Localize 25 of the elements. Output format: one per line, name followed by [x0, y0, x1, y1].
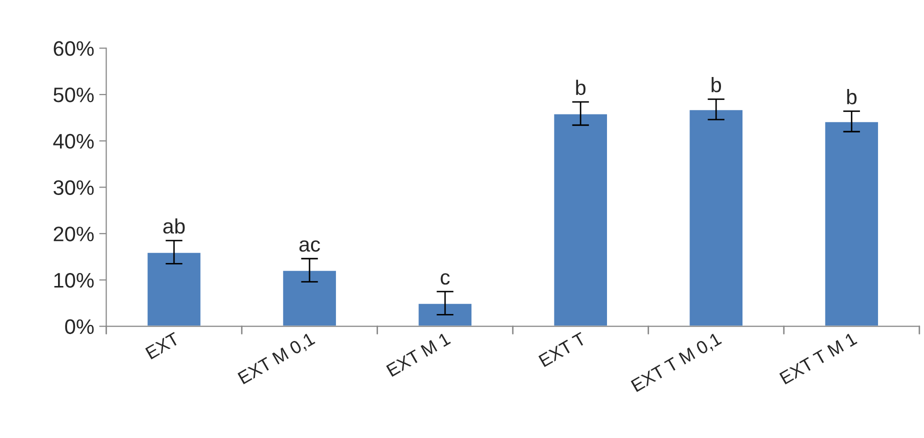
bar [552, 112, 608, 326]
x-tick-label: EXT [145, 332, 180, 360]
annotation: ac [299, 240, 320, 252]
y-tick-label: 20% [54, 226, 94, 242]
bar [282, 270, 338, 326]
x-tick-label: EXT T [538, 332, 587, 368]
annotation: b [847, 89, 857, 104]
bar [824, 120, 880, 326]
y-tick-label: 60% [54, 41, 94, 56]
annotation: c [440, 273, 450, 285]
x-tick-label: EXT M 0,1 [237, 332, 316, 386]
bar [146, 251, 202, 326]
y-tick-label: 0% [65, 319, 94, 334]
y-tick-label: 30% [54, 180, 94, 195]
x-tick-label: EXT M 1 [386, 332, 451, 377]
annotation: b [576, 80, 586, 96]
annotation: b [712, 76, 722, 92]
y-tick-label: 10% [54, 272, 94, 288]
bar [688, 108, 744, 326]
annotation: ab [163, 218, 185, 234]
y-tick-label: 40% [53, 134, 94, 149]
x-tick-label: EXT T M 0,1 [630, 332, 724, 394]
bar [417, 302, 473, 326]
y-tick-label: 50% [54, 88, 94, 102]
x-tick-label: EXT T M 1 [779, 332, 858, 384]
